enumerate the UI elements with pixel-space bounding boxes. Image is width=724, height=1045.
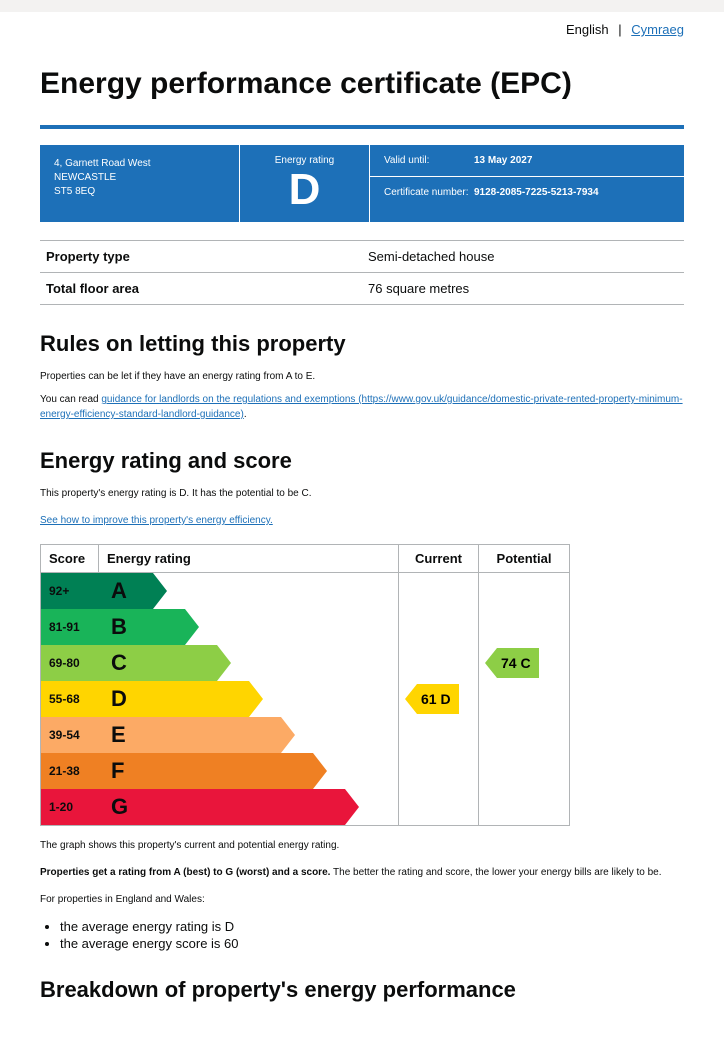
lang-english: English — [566, 22, 609, 37]
rating-pointer-C: 74 C — [497, 648, 539, 678]
summary-meta: Valid until: 13 May 2027 Certificate num… — [370, 145, 684, 222]
head-rating: Energy rating — [99, 545, 399, 573]
below-p2-bold: Properties get a rating from A (best) to… — [40, 867, 330, 878]
breakdown-heading: Breakdown of property's energy performan… — [40, 977, 684, 1003]
band-bar: C — [99, 645, 217, 681]
list-item: the average energy rating is D — [60, 919, 684, 934]
landlord-guidance-link[interactable]: guidance for landlords on the regulation… — [40, 394, 683, 420]
cert-value: 9128-2085-7225-5213-7934 — [474, 187, 599, 198]
band-score: 92+ — [41, 573, 99, 609]
below-p2: Properties get a rating from A (best) to… — [40, 865, 684, 880]
below-p1: The graph shows this property's current … — [40, 838, 684, 853]
band-bar: E — [99, 717, 281, 753]
summary-address: 4, Garnett Road West NEWCASTLE ST5 8EQ — [40, 145, 240, 222]
property-table: Property type Semi-detached house Total … — [40, 240, 684, 305]
top-bar — [0, 0, 724, 12]
score-intro: This property's energy rating is D. It h… — [40, 486, 684, 501]
band-bar: B — [99, 609, 185, 645]
valid-label: Valid until: — [384, 155, 474, 166]
band-score: 39-54 — [41, 717, 99, 753]
band-bar: D — [99, 681, 249, 717]
band-row-F: 21-38F — [41, 753, 398, 789]
band-bar: A — [99, 573, 153, 609]
lang-cymraeg-link[interactable]: Cymraeg — [631, 22, 684, 37]
addr-line2: NEWCASTLE — [54, 171, 225, 185]
letting-heading: Rules on letting this property — [40, 331, 684, 357]
averages-list: the average energy rating is D the avera… — [60, 919, 684, 951]
title-rule — [40, 125, 684, 129]
head-score: Score — [41, 545, 99, 573]
band-row-D: 55-68D — [41, 681, 398, 717]
letting-p2-pre: You can read — [40, 394, 101, 405]
valid-value: 13 May 2027 — [474, 155, 532, 166]
summary-box: 4, Garnett Road West NEWCASTLE ST5 8EQ E… — [40, 145, 684, 222]
table-row: Property type Semi-detached house — [40, 241, 684, 273]
band-score: 69-80 — [41, 645, 99, 681]
language-switcher: English | Cymraeg — [0, 12, 724, 37]
score-heading: Energy rating and score — [40, 448, 684, 474]
band-row-E: 39-54E — [41, 717, 398, 753]
cert-row: Certificate number: 9128-2085-7225-5213-… — [370, 177, 684, 208]
head-potential: Potential — [479, 545, 569, 573]
rating-pointer-D: 61 D — [417, 684, 459, 714]
page-title: Energy performance certificate (EPC) — [40, 67, 684, 101]
band-bar: F — [99, 753, 313, 789]
summary-rating: Energy rating D — [240, 145, 370, 222]
letting-p2: You can read guidance for landlords on t… — [40, 392, 684, 422]
band-score: 55-68 — [41, 681, 99, 717]
valid-row: Valid until: 13 May 2027 — [370, 145, 684, 177]
lang-separator: | — [618, 22, 621, 37]
band-score: 81-91 — [41, 609, 99, 645]
prop-area-value: 76 square metres — [362, 273, 684, 305]
band-bar: G — [99, 789, 345, 825]
chart-current-col: 61 D — [399, 573, 479, 825]
cert-label: Certificate number: — [384, 187, 474, 198]
letting-p2-post: . — [244, 409, 247, 420]
band-row-A: 92+A — [41, 573, 398, 609]
chart-body: 92+A81-91B69-80C55-68D39-54E21-38F1-20G … — [41, 573, 569, 825]
rating-chart: Score Energy rating Current Potential 92… — [40, 544, 570, 826]
table-row: Total floor area 76 square metres — [40, 273, 684, 305]
head-current: Current — [399, 545, 479, 573]
band-score: 21-38 — [41, 753, 99, 789]
prop-type-label: Property type — [40, 241, 362, 273]
chart-header: Score Energy rating Current Potential — [41, 545, 569, 573]
below-p2-rest: The better the rating and score, the low… — [330, 867, 661, 878]
rating-letter: D — [240, 168, 369, 212]
chart-bands: 92+A81-91B69-80C55-68D39-54E21-38F1-20G — [41, 573, 399, 825]
addr-line3: ST5 8EQ — [54, 185, 225, 199]
band-row-G: 1-20G — [41, 789, 398, 825]
band-row-B: 81-91B — [41, 609, 398, 645]
list-item: the average energy score is 60 — [60, 936, 684, 951]
prop-area-label: Total floor area — [40, 273, 362, 305]
letting-p1: Properties can be let if they have an en… — [40, 369, 684, 384]
prop-type-value: Semi-detached house — [362, 241, 684, 273]
improve-efficiency-link[interactable]: See how to improve this property's energ… — [40, 515, 273, 526]
chart-potential-col: 74 C — [479, 573, 569, 825]
below-p3: For properties in England and Wales: — [40, 892, 684, 907]
band-row-C: 69-80C — [41, 645, 398, 681]
band-score: 1-20 — [41, 789, 99, 825]
addr-line1: 4, Garnett Road West — [54, 157, 225, 171]
